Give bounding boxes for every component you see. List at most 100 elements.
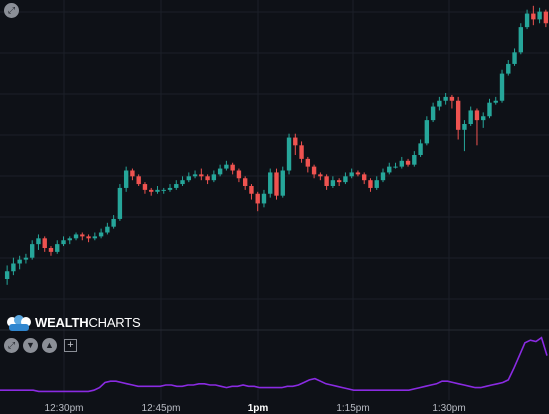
candle-body [349,172,354,177]
wealthcharts-logo [6,312,32,332]
time-label: 12:45pm [141,403,181,414]
candle-body [362,174,367,181]
candle-body [537,11,542,20]
candle-body [167,187,173,190]
candle-body [36,238,41,245]
candle-body [468,110,473,124]
candle-body [80,234,85,237]
candle-body [305,158,311,167]
candle-body [117,187,123,219]
candle-body [280,170,285,196]
candle-body [61,240,66,245]
candle-body [23,257,29,260]
candle-body [524,13,530,28]
candle-body [217,168,223,175]
candle-body [437,100,442,107]
candle-body [293,137,298,146]
candle-body [142,184,148,190]
candle-body [412,155,417,165]
candle-body [186,176,191,181]
candle-body [368,180,373,188]
candle-body [299,145,304,159]
candle-body [155,189,160,192]
candle-body [255,193,260,204]
time-label: 1:15pm [336,403,370,414]
wealthcharts-wordmark: WEALTHCHARTS [35,315,141,330]
add-indicator-button[interactable]: + [64,339,77,352]
candle-body [393,166,398,168]
diagonal-arrows-icon[interactable]: ⤢ [4,3,19,18]
candle-body [86,236,91,239]
candle-body [286,137,292,171]
candle-body [230,164,235,171]
candle-body [343,176,348,183]
candle-body [205,176,210,181]
candle-body [149,189,154,192]
candle-body [274,172,279,196]
candle-body [161,189,166,191]
candle-body [268,172,273,194]
candle-body [311,166,317,175]
candle-body [374,180,379,188]
candle-body [443,96,448,101]
indicator-line [0,336,548,393]
candle-body [531,13,536,20]
candle-body [211,174,217,181]
candle-body [462,124,467,130]
time-label: 12:30pm [44,403,84,414]
candle-body [67,238,72,241]
candle-body [111,218,116,227]
candle-body [405,160,411,165]
candle-body [424,120,430,144]
wealthcharts-logo-icon [7,315,31,331]
candle-body [105,226,110,233]
candle-body [430,106,436,121]
chevron-up-icon[interactable]: ▲ [42,338,57,353]
wordmark-thin: CHARTS [88,315,141,330]
candle-body [92,236,98,239]
candle-body [449,96,455,101]
candle-body [242,178,248,186]
candle-body [136,176,141,185]
candle-body [48,248,54,252]
time-label: 1pm [247,403,269,414]
candle-body [324,176,329,186]
candle-body [236,170,242,179]
chevron-down-icon[interactable]: ▼ [23,338,38,353]
time-label: 1:30pm [432,403,466,414]
candle-body [249,186,254,194]
candle-body [318,174,323,177]
candle-body [506,63,511,74]
candle-body [355,172,361,175]
candle-body [543,11,549,24]
candle-body [199,174,204,177]
candle-body [493,100,498,103]
candle-body [481,116,486,121]
candle-body [29,244,35,258]
candle-body [512,52,517,64]
candle-body [42,238,47,248]
diagonal-arrows-icon[interactable]: ⤢ [4,338,19,353]
candle-body [123,170,129,188]
candle-body [399,160,404,167]
candle-body [418,143,423,155]
candle-body [4,271,10,279]
candle-body [474,110,480,121]
candle-body [55,244,60,252]
candle-body [130,170,135,177]
candle-body [224,164,229,169]
candle-body [499,73,505,101]
candle-body [487,102,492,117]
candle-body [380,172,386,181]
candle-body [98,232,104,237]
candle-body [174,184,179,188]
candle-body [11,263,16,272]
candle-body [336,180,342,183]
candle-body [518,27,524,53]
wordmark-bold: WEALTH [35,315,89,330]
candle-body [330,180,336,186]
candle-body [180,180,185,185]
candle-body [17,259,22,264]
